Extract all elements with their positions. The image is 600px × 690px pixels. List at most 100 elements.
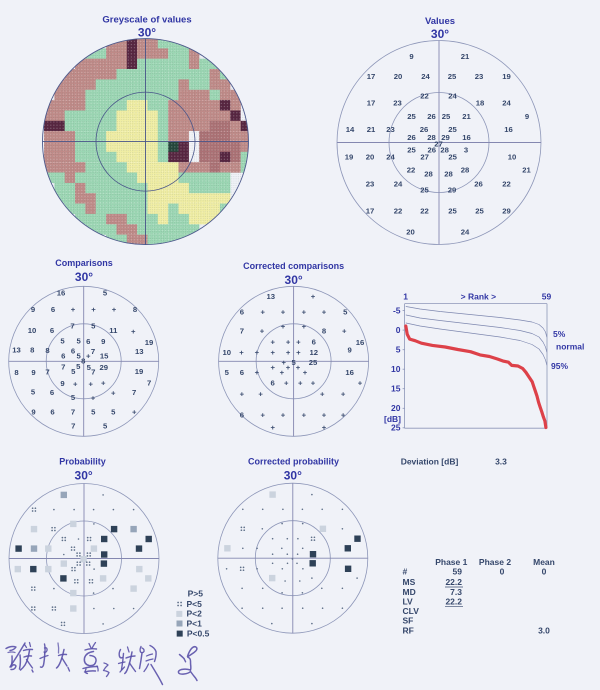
svg-text:+: + (311, 378, 316, 387)
svg-text:9: 9 (348, 346, 352, 355)
svg-text:10: 10 (508, 153, 517, 162)
svg-text:5: 5 (71, 393, 76, 402)
svg-text:25: 25 (448, 206, 457, 215)
svg-text:13: 13 (267, 292, 276, 301)
svg-text:22: 22 (420, 206, 429, 215)
svg-text:RF: RF (403, 626, 414, 636)
svg-text:+: + (281, 358, 286, 367)
svg-text:7: 7 (70, 321, 74, 330)
svg-text:20: 20 (391, 403, 401, 413)
svg-text:15: 15 (100, 352, 109, 361)
svg-text:9: 9 (525, 112, 529, 121)
svg-text:8: 8 (30, 346, 35, 355)
svg-text:30°: 30° (284, 469, 302, 483)
svg-text:5: 5 (396, 344, 401, 354)
svg-text:11: 11 (109, 326, 118, 335)
svg-text:7: 7 (45, 368, 49, 377)
svg-text:22: 22 (502, 179, 511, 188)
svg-text:Mean: Mean (533, 557, 555, 567)
svg-text:+: + (281, 410, 286, 419)
svg-text:+: + (358, 378, 363, 387)
svg-text:+: + (131, 327, 136, 336)
svg-text:24: 24 (461, 227, 470, 236)
svg-text:0: 0 (542, 567, 547, 577)
svg-text:+: + (112, 305, 117, 314)
svg-text:7: 7 (240, 326, 244, 335)
svg-text:+: + (322, 410, 327, 419)
svg-text:+: + (286, 338, 291, 347)
svg-text:7: 7 (71, 421, 75, 430)
svg-text:P<2: P<2 (187, 609, 203, 619)
svg-text:25: 25 (420, 185, 429, 194)
svg-text:29: 29 (441, 133, 450, 142)
svg-text:+: + (296, 338, 301, 347)
svg-text:+: + (261, 308, 266, 317)
svg-text:13: 13 (135, 347, 144, 356)
svg-text:5: 5 (225, 368, 230, 377)
svg-text:7: 7 (91, 368, 95, 377)
svg-text:P>5: P>5 (188, 589, 204, 599)
svg-text:Phase 2: Phase 2 (479, 557, 511, 567)
svg-text:21: 21 (522, 165, 531, 174)
svg-text:29: 29 (100, 363, 109, 372)
svg-text:16: 16 (462, 133, 471, 142)
svg-text:25: 25 (309, 358, 318, 367)
svg-text:Greyscale of values: Greyscale of values (102, 15, 191, 26)
svg-text:16: 16 (356, 338, 365, 347)
svg-text:10: 10 (391, 364, 401, 374)
svg-text:+: + (91, 305, 96, 314)
svg-text:+: + (284, 378, 289, 387)
svg-text:+: + (302, 308, 307, 317)
svg-text:CLV: CLV (403, 606, 420, 616)
svg-text:+: + (260, 326, 265, 335)
svg-text:30°: 30° (75, 270, 93, 284)
svg-text:6: 6 (240, 308, 244, 317)
svg-text:8: 8 (45, 346, 50, 355)
svg-text:9: 9 (31, 408, 35, 417)
svg-text:5%: 5% (553, 329, 566, 339)
svg-text:95%: 95% (551, 361, 568, 371)
svg-text:> Rank >: > Rank > (461, 292, 496, 302)
svg-text:Comparisons: Comparisons (55, 258, 113, 268)
svg-text:+: + (302, 410, 307, 419)
svg-text:9: 9 (31, 305, 35, 314)
svg-text:P<1: P<1 (187, 618, 203, 628)
svg-text:30°: 30° (285, 273, 303, 287)
svg-text:+: + (286, 363, 291, 372)
svg-text:26: 26 (427, 112, 436, 121)
svg-text:28: 28 (444, 169, 453, 178)
svg-text:+: + (270, 348, 275, 357)
svg-text:3.3: 3.3 (495, 456, 507, 466)
svg-text:7: 7 (91, 347, 95, 356)
svg-text:9: 9 (101, 337, 105, 346)
svg-text:19: 19 (345, 153, 354, 162)
svg-text:+: + (239, 348, 244, 357)
svg-text:6: 6 (61, 352, 65, 361)
svg-text:25: 25 (475, 206, 484, 215)
svg-text:29: 29 (502, 206, 511, 215)
svg-text:+: + (320, 389, 325, 398)
svg-text:10: 10 (28, 326, 37, 335)
svg-text:24: 24 (448, 91, 457, 100)
svg-text:+: + (322, 308, 327, 317)
svg-text:9: 9 (31, 368, 35, 377)
svg-text:9: 9 (60, 379, 64, 388)
svg-text:P<5: P<5 (187, 599, 203, 609)
svg-text:6: 6 (271, 378, 275, 387)
svg-text:24: 24 (394, 179, 403, 188)
svg-text:6: 6 (240, 368, 244, 377)
svg-text:+: + (280, 368, 285, 377)
svg-text:6: 6 (50, 326, 54, 335)
svg-text:22.2: 22.2 (445, 596, 462, 606)
svg-text:28: 28 (461, 165, 470, 174)
svg-text:5: 5 (91, 321, 96, 330)
svg-text:6: 6 (51, 305, 55, 314)
svg-text:+: + (255, 348, 260, 357)
svg-text:25: 25 (448, 153, 457, 162)
svg-text:normal: normal (556, 342, 584, 352)
svg-text:+: + (342, 326, 347, 335)
svg-text:+: + (296, 348, 301, 357)
svg-text:26: 26 (428, 145, 437, 154)
svg-text:Probability: Probability (59, 456, 106, 466)
svg-text:9: 9 (409, 52, 413, 61)
